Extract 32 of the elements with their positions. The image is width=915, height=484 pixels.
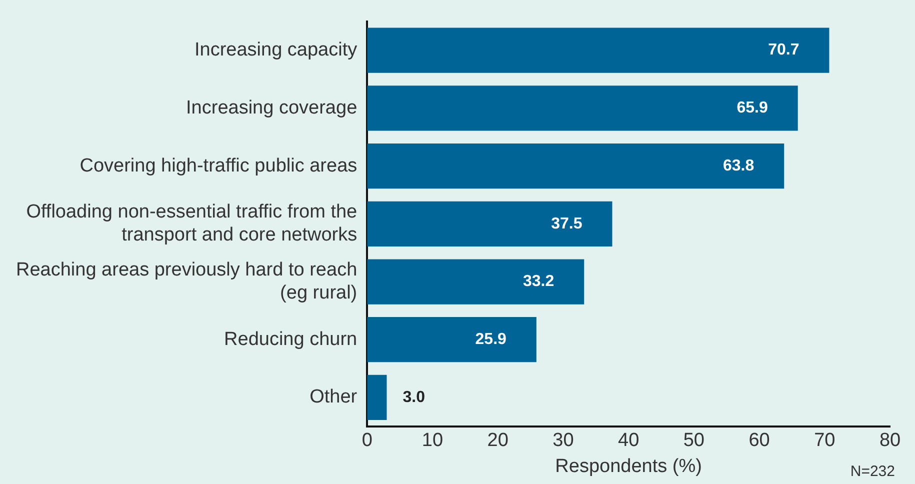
bar: [367, 28, 830, 73]
x-tick-label: 0: [362, 430, 372, 452]
data-label: 33.2: [522, 273, 554, 290]
x-tick-label: 40: [618, 430, 640, 452]
y-tick-label: Covering high-traffic public areas: [80, 155, 358, 176]
x-tick-label: 60: [748, 430, 770, 452]
data-label: 70.7: [768, 42, 800, 59]
y-tick-label: Increasing coverage: [186, 97, 358, 118]
data-label: 63.8: [722, 157, 754, 174]
y-tick-label: Reducing churn: [224, 328, 358, 350]
data-label: 65.9: [736, 100, 768, 117]
y-tick-label: Other: [310, 386, 358, 408]
x-tick-label: 80: [879, 430, 901, 452]
x-axis-title: Respondents (%): [555, 456, 702, 477]
x-tick-label: 70: [814, 430, 836, 452]
bar: [367, 259, 584, 304]
x-tick-label: 10: [422, 430, 444, 452]
y-tick-label: Offloading non-essential traffic from the transport and core networks: [26, 202, 358, 246]
data-label: 25.9: [475, 331, 507, 348]
x-tick-label: 20: [487, 430, 508, 452]
x-tick-label: 30: [552, 430, 574, 452]
y-tick-label: Increasing capacity: [194, 40, 358, 61]
bar: [367, 201, 612, 246]
y-tick-label: Reaching areas previously hard to reach (eg rural): [16, 260, 358, 304]
bar: [367, 317, 536, 362]
text: N=232: [850, 463, 895, 480]
x-tick-label: 50: [683, 430, 704, 452]
bar: [367, 374, 387, 420]
data-label: 3.0: [402, 388, 426, 406]
bar: [367, 143, 784, 189]
bar: [367, 86, 798, 131]
data-label: 37.5: [551, 215, 582, 232]
